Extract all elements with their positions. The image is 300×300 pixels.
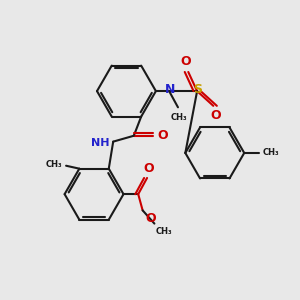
Text: O: O [181, 56, 191, 68]
Text: CH₃: CH₃ [170, 112, 187, 122]
Text: CH₃: CH₃ [156, 226, 172, 236]
Text: CH₃: CH₃ [46, 160, 63, 169]
Text: CH₃: CH₃ [262, 148, 279, 157]
Text: O: O [210, 110, 221, 122]
Text: O: O [143, 162, 154, 175]
Text: S: S [193, 83, 202, 96]
Text: N: N [164, 83, 175, 96]
Text: O: O [158, 129, 168, 142]
Text: NH: NH [91, 138, 110, 148]
Text: O: O [146, 212, 156, 225]
